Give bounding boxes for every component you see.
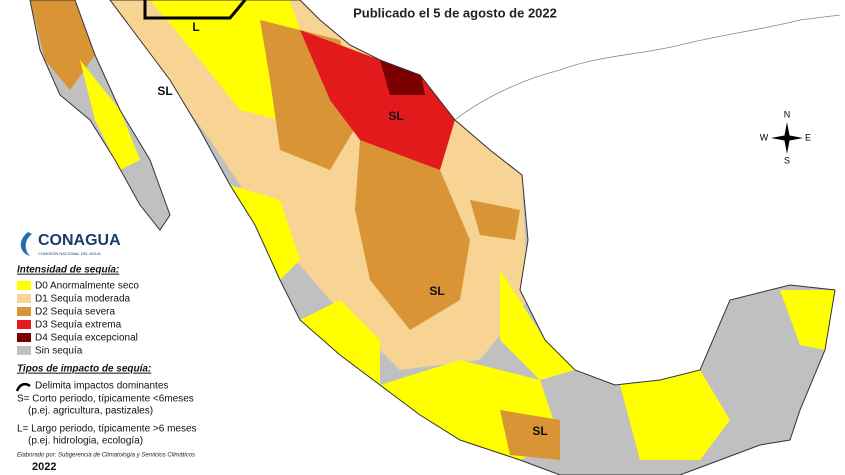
legend-item: (p.ej. agricultura, pastizales) xyxy=(28,406,153,417)
swatch xyxy=(17,320,31,329)
compass: N S E W xyxy=(760,109,811,165)
swatch xyxy=(17,333,31,342)
compass-n: N xyxy=(784,109,791,119)
legend-item: L= Largo periodo, típicamente >6 meses xyxy=(17,424,197,435)
compass-e: E xyxy=(805,132,811,142)
legend-item: D2 Sequía severa xyxy=(35,307,115,318)
legend-item: D0 Anormalmente seco xyxy=(35,281,139,292)
legend-title: Intensidad de sequía: xyxy=(17,265,119,276)
compass-s: S xyxy=(784,155,790,165)
legend-item: (p.ej. hidrologia, ecología) xyxy=(28,436,143,447)
legend-item: S= Corto periodo, típicamente <6meses xyxy=(17,394,194,405)
legend-item: Delimita impactos dominantes xyxy=(35,381,168,392)
impact-label: SL xyxy=(157,84,172,98)
legend-item: D4 Sequía excepcional xyxy=(35,333,138,344)
swatch xyxy=(17,307,31,316)
compass-w: W xyxy=(760,132,769,142)
subtitle: Publicado el 5 de agosto de 2022 xyxy=(353,5,557,20)
legend-item: D3 Sequía extrema xyxy=(35,320,122,331)
legend-item: D1 Sequía moderada xyxy=(35,294,131,305)
impact-boundary xyxy=(143,0,247,20)
impact-label: L xyxy=(192,20,199,34)
impact-label: SL xyxy=(388,109,403,123)
year: 2022 xyxy=(32,461,56,473)
swatch xyxy=(17,346,31,355)
swatch xyxy=(17,294,31,303)
country-border xyxy=(29,0,836,475)
logo: CONAGUA COMISIÓN NACIONAL DEL AGUA xyxy=(20,232,121,256)
impact-label: SL xyxy=(532,424,547,438)
swatch xyxy=(17,281,31,290)
logo-tagline: COMISIÓN NACIONAL DEL AGUA xyxy=(38,251,101,256)
legend-item: Sin sequía xyxy=(35,346,83,357)
impact-label: SL xyxy=(429,284,444,298)
legend: Intensidad de sequía: D0 Anormalmente se… xyxy=(15,265,197,473)
legend-title: Tipos de impacto de sequía: xyxy=(17,364,151,375)
credit: Elaborado por: Subgerencia de Climatolog… xyxy=(17,453,195,459)
logo-name: CONAGUA xyxy=(38,232,121,249)
